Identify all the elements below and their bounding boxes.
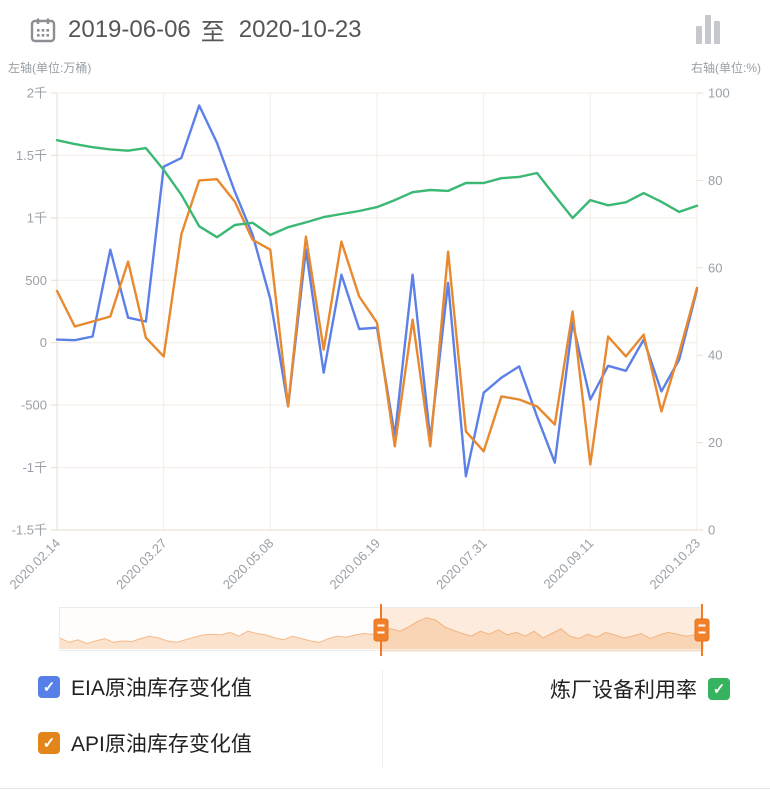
bottom-border bbox=[0, 788, 770, 789]
legend-label-utilization: 炼厂设备利用率 bbox=[550, 679, 697, 702]
date-range-text[interactable]: 2019-06-06 至 2020-10-23 bbox=[68, 12, 362, 47]
left-tick-label: -500 bbox=[21, 398, 47, 413]
series-line-炼厂设备利用率[interactable] bbox=[55, 139, 699, 239]
right-tick-label: 40 bbox=[708, 348, 722, 363]
chart-canvas: 2千 1.5千 1千 500 0 -500 -1千 -1.5千 100 80 60 40 20 0 2020… bbox=[6, 86, 729, 593]
left-handle-grip[interactable] bbox=[373, 618, 389, 642]
calendar-icon[interactable] bbox=[30, 17, 56, 43]
datazoom-right-handle[interactable] bbox=[694, 604, 710, 656]
x-tick-label: 2020.10.23 bbox=[646, 536, 703, 593]
legend-divider bbox=[382, 670, 383, 768]
right-handle-grip[interactable] bbox=[694, 618, 710, 642]
legend: ✓ EIA原油库存变化值 ✓ API原油库存变化值 炼厂设备利用率 ✓ bbox=[0, 668, 770, 778]
date-range-header: 2019-06-06 至 2020-10-23 bbox=[30, 12, 362, 47]
left-tick-label: 2千 bbox=[27, 86, 47, 101]
bar-chart-icon[interactable] bbox=[695, 14, 723, 44]
left-tick-label: 1千 bbox=[27, 210, 47, 225]
datazoom-left-handle[interactable] bbox=[373, 604, 389, 656]
axis-tick-labels: 2千 1.5千 1千 500 0 -500 -1千 -1.5千 100 80 60 40 20 0 2020… bbox=[6, 86, 729, 593]
x-tick-label: 2020.05.08 bbox=[220, 536, 277, 593]
date-separator: 至 bbox=[200, 19, 225, 46]
legend-item-api[interactable]: ✓ API原油库存变化值 bbox=[38, 728, 252, 758]
utilization-checkbox[interactable]: ✓ bbox=[708, 678, 730, 700]
datazoom-selected-region[interactable] bbox=[381, 608, 702, 652]
right-tick-label: 60 bbox=[708, 260, 722, 275]
datazoom-slider[interactable] bbox=[59, 604, 710, 656]
check-icon: ✓ bbox=[42, 679, 56, 696]
x-tick-label: 2020.09.11 bbox=[541, 536, 597, 592]
right-tick-label: 20 bbox=[708, 435, 722, 450]
end-date: 2020-10-23 bbox=[238, 15, 362, 43]
right-axis-title: 右轴(单位:%) bbox=[691, 61, 761, 75]
left-tick-label: 1.5千 bbox=[16, 148, 47, 163]
check-icon: ✓ bbox=[712, 681, 726, 698]
legend-item-utilization[interactable]: 炼厂设备利用率 ✓ bbox=[550, 674, 730, 704]
left-tick-label: 0 bbox=[40, 335, 47, 350]
series-line-API原油库存变化值[interactable] bbox=[55, 177, 699, 466]
start-date: 2019-06-06 bbox=[68, 15, 191, 43]
api-checkbox[interactable]: ✓ bbox=[38, 732, 60, 754]
left-tick-label: -1千 bbox=[22, 460, 47, 475]
check-icon: ✓ bbox=[42, 735, 56, 752]
right-tick-label: 100 bbox=[708, 86, 730, 101]
x-tick-label: 2020.07.31 bbox=[433, 536, 490, 593]
x-tick-label: 2020.03.27 bbox=[113, 536, 170, 593]
legend-label-eia: EIA原油库存变化值 bbox=[71, 677, 252, 700]
left-tick-label: 500 bbox=[25, 273, 47, 288]
x-tick-label: 2020.02.14 bbox=[6, 536, 63, 593]
legend-item-eia[interactable]: ✓ EIA原油库存变化值 bbox=[38, 672, 252, 702]
x-tick-label: 2020.06.19 bbox=[326, 536, 383, 593]
right-tick-label: 80 bbox=[708, 173, 722, 188]
eia-checkbox[interactable]: ✓ bbox=[38, 676, 60, 698]
left-tick-label: -1.5千 bbox=[12, 523, 47, 538]
legend-label-api: API原油库存变化值 bbox=[71, 733, 252, 756]
right-tick-label: 0 bbox=[708, 523, 715, 538]
left-axis-title: 左轴(单位:万桶) bbox=[8, 61, 92, 75]
